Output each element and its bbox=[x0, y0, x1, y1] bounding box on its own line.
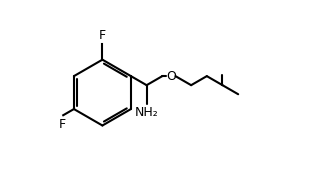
Text: O: O bbox=[166, 70, 176, 83]
Text: F: F bbox=[59, 118, 66, 131]
Text: NH₂: NH₂ bbox=[135, 106, 158, 119]
Text: F: F bbox=[99, 29, 106, 42]
